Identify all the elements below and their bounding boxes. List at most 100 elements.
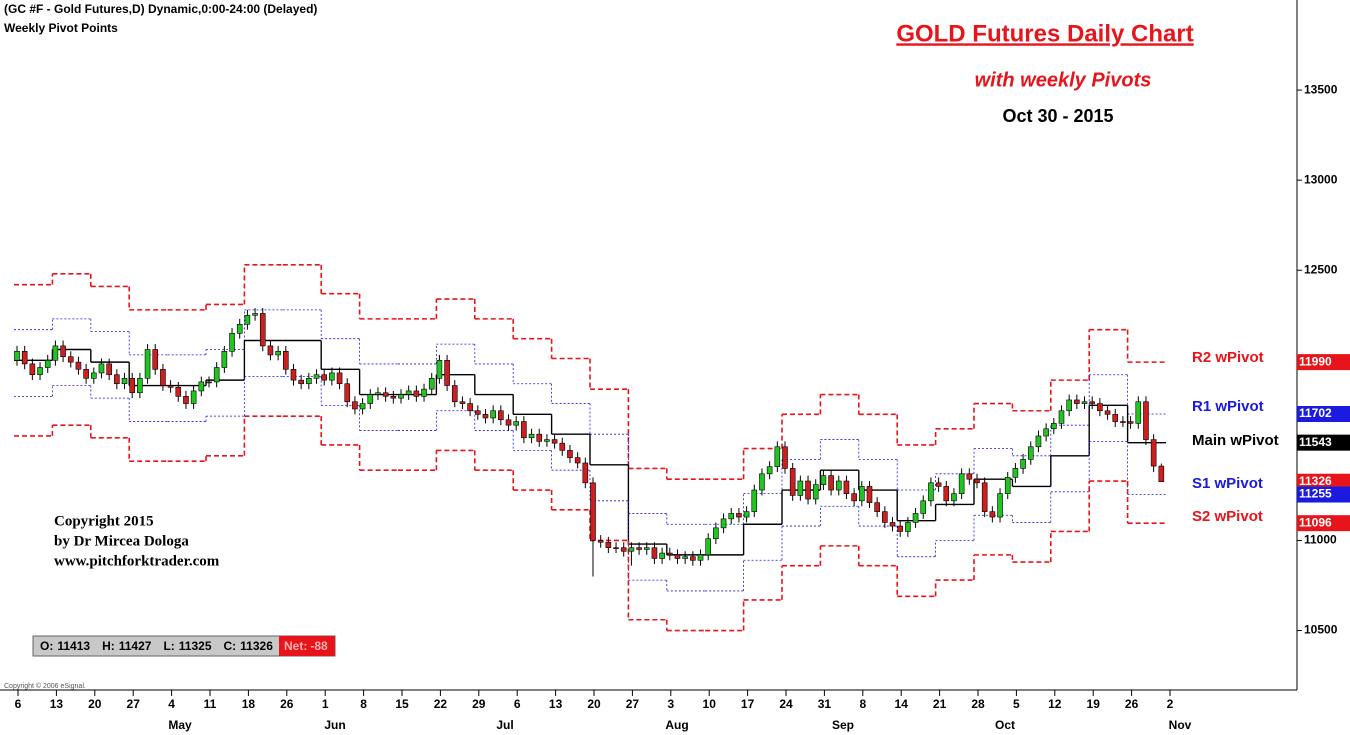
candle-body [1127, 421, 1134, 424]
candle-body [29, 363, 36, 376]
candle-body [190, 390, 197, 404]
candle-body [590, 482, 596, 541]
x-tick-label: 3 [667, 697, 674, 711]
candle-body [474, 410, 481, 415]
ohlc-value: 11427 [119, 639, 152, 653]
price-tag-label: 11326 [1299, 474, 1332, 488]
candle-body [1143, 401, 1149, 440]
candle-body [91, 372, 97, 379]
x-tick-label: 29 [472, 697, 486, 711]
price-tag [1297, 473, 1350, 490]
candle-body [674, 554, 681, 559]
candle-body [897, 525, 904, 532]
ohlc-label: O: [40, 639, 53, 653]
price-tag-label: 11702 [1299, 406, 1332, 420]
candle-body [229, 332, 235, 352]
x-tick-label: 6 [514, 697, 521, 711]
month-label: Oct [995, 718, 1015, 732]
pivot-label: R1 wPivot [1192, 398, 1264, 415]
copyright: www.pitchforktrader.com [54, 553, 220, 569]
candle-body [1081, 401, 1088, 404]
candle-body [236, 323, 243, 334]
candle-body [114, 374, 120, 385]
candle-body [736, 513, 742, 518]
x-tick-label: 18 [242, 697, 256, 711]
x-tick-label: 8 [859, 697, 866, 711]
x-tick-label: 6 [15, 697, 22, 711]
candle-body [1097, 403, 1103, 412]
y-tick-label: 13500 [1304, 82, 1338, 96]
month-label: Sep [832, 718, 854, 732]
x-tick-label: 13 [549, 697, 563, 711]
copyright: by Dr Mircea Dologa [54, 533, 189, 549]
x-tick-label: 15 [395, 697, 409, 711]
candle-body [620, 547, 627, 552]
candle-body [958, 473, 965, 494]
candle-body [1120, 421, 1126, 423]
candle-body [275, 351, 281, 356]
candle-body [874, 502, 880, 512]
candle-body [789, 468, 796, 496]
candle-body [605, 541, 612, 548]
candle-body [298, 379, 304, 385]
vendor: Copyright © 2006 eSignal. [4, 682, 86, 690]
candle-body [206, 381, 212, 384]
x-tick-label: 22 [434, 697, 448, 711]
candle-body [858, 486, 865, 502]
candle-body [981, 482, 988, 512]
candle-body [44, 360, 51, 368]
candle-body [167, 385, 174, 388]
candle-body [567, 450, 573, 458]
x-tick-label: 20 [88, 697, 102, 711]
candle-body [528, 433, 535, 439]
x-tick-label: 12 [1048, 697, 1062, 711]
candle-body [382, 392, 389, 397]
candle-body [37, 367, 43, 376]
candle-body [259, 313, 266, 347]
candle-body [774, 446, 781, 467]
candle-body [14, 351, 20, 361]
candle-body [183, 396, 189, 404]
candle-body [213, 367, 220, 383]
candle-body [344, 383, 351, 403]
candle-body [421, 388, 427, 397]
x-tick-label: 26 [280, 697, 294, 711]
month-label: Nov [1169, 718, 1192, 732]
candle-body [1012, 468, 1019, 478]
candle-body [1004, 477, 1011, 494]
candle-body [920, 500, 927, 514]
candle-body [820, 475, 827, 485]
candle-body [782, 446, 788, 469]
candle-body [720, 518, 727, 529]
net-value: -88 [310, 639, 328, 653]
candle-body [98, 363, 105, 374]
candle-body [436, 360, 443, 379]
candle-body [144, 349, 151, 379]
candle-body [851, 493, 857, 502]
x-tick-label: 27 [127, 697, 141, 711]
x-tick-label: 13 [50, 697, 64, 711]
chart-title: GOLD Futures Daily Chart [896, 20, 1193, 47]
candle-body [313, 374, 320, 379]
candle-body [498, 410, 504, 421]
y-tick-label: 10500 [1304, 623, 1338, 637]
x-tick-label: 27 [626, 697, 640, 711]
price-tag-label: 11255 [1299, 487, 1332, 501]
candle-body [659, 552, 665, 559]
ohlc-value: 11413 [57, 639, 90, 653]
candle-body [766, 466, 773, 475]
x-tick-label: 19 [1087, 697, 1101, 711]
candle-body [989, 511, 996, 518]
ohlc-text: O: 11413 H: 11427 L: 11325 C: 11326 [40, 639, 273, 653]
candle-body [244, 314, 251, 325]
candle-body [129, 378, 135, 394]
candle-body [551, 439, 558, 444]
pivot-label: Main wPivot [1192, 432, 1279, 449]
candle-body [797, 480, 804, 496]
candle-body [60, 345, 66, 358]
x-tick-label: 28 [971, 697, 985, 711]
y-tick-label: 12500 [1304, 262, 1338, 276]
ohlc-value: 11326 [240, 639, 273, 653]
